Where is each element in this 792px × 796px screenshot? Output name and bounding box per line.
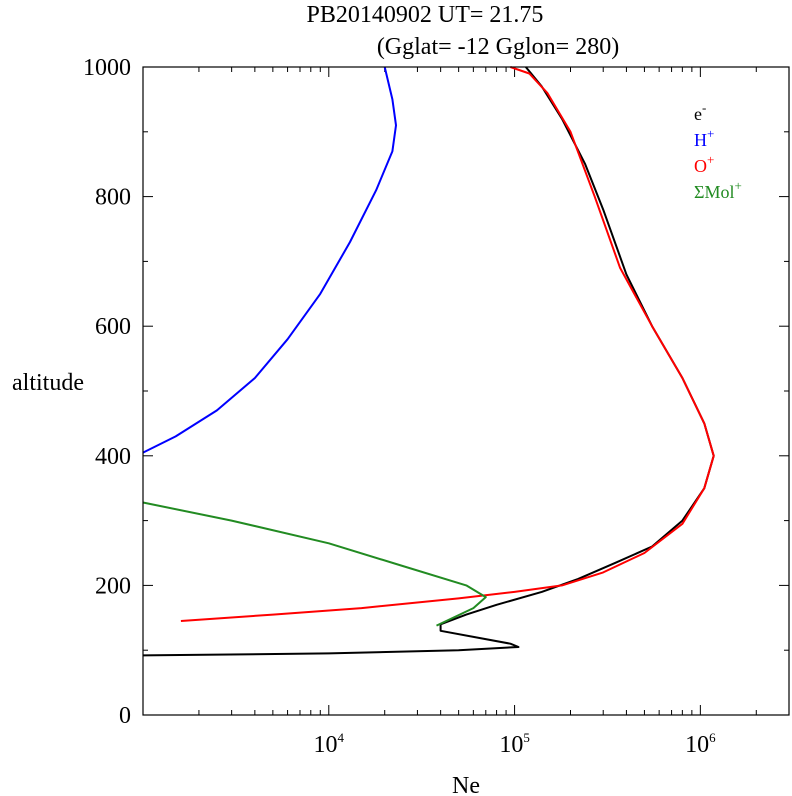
series-line [142, 501, 487, 627]
legend-entry: e- [694, 100, 706, 124]
series-lines [142, 66, 715, 657]
y-tick-label: 600 [95, 314, 131, 340]
x-tick-labels: 104 105 106 [314, 730, 717, 758]
x-axis-label: Ne [452, 773, 480, 796]
chart-subtitle: (Gglat= -12 Gglon= 280) [377, 34, 619, 60]
y-tick-label: 1000 [83, 55, 131, 81]
legend-entry: O+ [694, 152, 714, 176]
y-tick-label: 400 [95, 444, 131, 470]
y-tick-label: 0 [119, 703, 131, 729]
y-axis-label: altitude [12, 370, 84, 396]
series-line [142, 66, 715, 657]
y-tick-label: 200 [95, 573, 131, 599]
x-tick-label: 104 [314, 730, 345, 758]
x-tick-label: 106 [685, 730, 716, 758]
chart-title: PB20140902 UT= 21.75 [307, 2, 544, 28]
y-tick-label: 800 [95, 185, 131, 211]
series-line [142, 66, 397, 454]
y-tick-labels: 0 200 400 600 800 1000 [83, 55, 131, 729]
x-tick-label: 105 [499, 730, 530, 758]
series-line [180, 66, 715, 622]
legend: e-H+O+ΣMol+ [694, 100, 742, 202]
legend-entry: H+ [694, 126, 714, 150]
legend-entry: ΣMol+ [694, 178, 742, 202]
plot-frame [142, 66, 790, 716]
